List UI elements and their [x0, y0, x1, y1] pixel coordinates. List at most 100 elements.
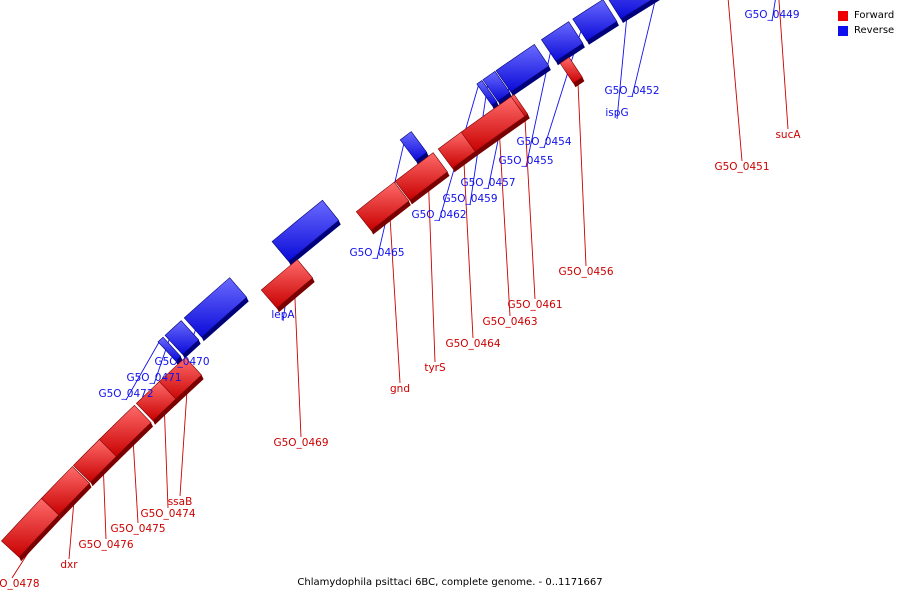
legend-reverse-label: Reverse: [854, 25, 895, 36]
reverse-gene-block-8[interactable]: [399, 131, 429, 165]
gene-face: [559, 56, 583, 84]
reverse-gene-block-11[interactable]: [164, 320, 201, 359]
forward-gene-label-8[interactable]: G5O_0469: [273, 437, 328, 449]
forward-gene-block-5[interactable]: [437, 131, 478, 173]
gene-depth-face: [586, 21, 619, 45]
forward-gene-label-13[interactable]: dxr: [60, 559, 78, 571]
reverse-gene-label-4[interactable]: G5O_0455: [498, 155, 553, 167]
forward-gene-label-1[interactable]: G5O_0451: [714, 161, 769, 173]
forward-gene-label-10[interactable]: G5O_0474: [140, 508, 195, 520]
reverse-gene-block-3[interactable]: [572, 0, 619, 45]
gene-face: [135, 381, 177, 422]
reverse-gene-label-6[interactable]: G5O_0459: [442, 193, 497, 205]
leader-line: [727, 0, 743, 162]
gene-face: [572, 0, 618, 42]
reverse-gene-label-5[interactable]: G5O_0457: [460, 177, 515, 189]
gene-face: [541, 21, 584, 62]
reverse-gene-label-7[interactable]: G5O_0462: [411, 209, 466, 221]
forward-gene-block-2[interactable]: [559, 56, 585, 88]
leader-line: [543, 9, 589, 149]
gene-depth-face: [172, 375, 204, 406]
gene-depth-face: [409, 171, 450, 205]
forward-gene-label-14[interactable]: G5O_0478: [0, 578, 40, 590]
leader-line: [389, 215, 401, 384]
forward-gene-block-12[interactable]: [72, 438, 119, 487]
forward-gene-block-7[interactable]: [355, 181, 411, 235]
gene-labels: G5O_0449 G5O_0452 ispG G5O_0454 G5O_0455 G5O_…: [0, 9, 801, 590]
gene-depth-face: [182, 339, 201, 359]
leader-line: [778, 0, 789, 130]
leader-line: [294, 293, 302, 438]
gene-face: [1, 497, 60, 558]
gene-face: [394, 152, 448, 201]
reverse-gene-block-10[interactable]: [183, 277, 249, 342]
gene-face: [271, 199, 340, 262]
gene-depth-face: [452, 151, 478, 173]
reverse-gene-label-11[interactable]: G5O_0471: [126, 372, 181, 384]
gene-face: [482, 70, 511, 102]
gene-depth-face: [276, 278, 315, 313]
gene-face: [157, 336, 182, 362]
forward-gene-block-8[interactable]: [260, 259, 315, 313]
leader-line: [163, 409, 169, 509]
gene-face: [183, 277, 248, 338]
leader-line: [102, 469, 107, 540]
reverse-gene-block-6[interactable]: [482, 70, 512, 106]
forward-gene-label-11[interactable]: G5O_0475: [110, 523, 165, 535]
reverse-gene-label-10[interactable]: G5O_0470: [154, 356, 209, 368]
gene-depth-face: [115, 422, 154, 462]
reverse-gene-block-9[interactable]: [271, 199, 341, 266]
gene-depth-face: [201, 297, 249, 342]
forward-gene-label-6[interactable]: tyrS: [424, 362, 446, 374]
forward-gene-block-14[interactable]: [1, 497, 61, 562]
reverse-gene-label-12[interactable]: G5O_0472: [98, 388, 153, 400]
gene-depth-face: [58, 483, 92, 519]
reverse-gene-block-5[interactable]: [495, 43, 551, 96]
reverse-gene-block-4[interactable]: [541, 21, 585, 66]
reverse-gene-block-12[interactable]: [157, 336, 183, 365]
forward-gene-label-4[interactable]: G5O_0463: [482, 316, 537, 328]
gene-face: [97, 404, 152, 458]
forward-gene-label-2[interactable]: G5O_0456: [558, 266, 613, 278]
gene-depth-face: [510, 65, 551, 96]
forward-gene-label-3[interactable]: G5O_0461: [507, 299, 562, 311]
forward-gene-label-7[interactable]: gnd: [390, 383, 410, 395]
reverse-gene-label-9[interactable]: lepA: [271, 309, 295, 321]
reverse-gene-label-8[interactable]: G5O_0465: [349, 247, 404, 259]
reverse-gene-block-2[interactable]: [607, 0, 669, 23]
forward-gene-label-9[interactable]: ssaB: [168, 496, 193, 508]
reverse-gene-label-1[interactable]: G5O_0452: [604, 85, 659, 97]
reverse-gene-label-3[interactable]: G5O_0454: [516, 136, 571, 148]
leader-line: [525, 30, 556, 168]
forward-gene-label-12[interactable]: G5O_0476: [78, 539, 133, 551]
gene-depth-face: [474, 116, 527, 157]
gene-depth-face: [620, 0, 660, 23]
forward-gene-block-11[interactable]: [97, 404, 154, 462]
forward-swatch: [838, 10, 848, 21]
reverse-gene-label-2[interactable]: ispG: [605, 107, 628, 119]
gene-depth-face: [555, 43, 585, 66]
gene-face: [164, 320, 200, 355]
gene-depth-face: [90, 456, 119, 487]
leader-line: [631, 0, 656, 98]
forward-gene-block-10[interactable]: [135, 381, 178, 425]
gene-face: [41, 466, 90, 516]
gene-depth-face: [152, 399, 178, 425]
leader-line: [463, 159, 474, 339]
gene-depth-face: [573, 77, 585, 88]
forward-gene-block-13[interactable]: [41, 466, 92, 519]
gene-face: [459, 96, 526, 153]
gene-face: [476, 80, 498, 106]
reverse-gene-block-7[interactable]: [476, 80, 499, 110]
forward-gene-block-6[interactable]: [394, 152, 450, 205]
forward-gene-label-0[interactable]: sucA: [775, 129, 801, 141]
gene-features: [1, 0, 669, 562]
reverse-gene-label-0[interactable]: G5O_0449: [744, 9, 799, 21]
leader-line: [179, 388, 188, 497]
forward-gene-block-4[interactable]: [459, 96, 527, 157]
gene-face: [399, 131, 428, 162]
label-leader-lines: [11, 0, 789, 579]
forward-gene-label-5[interactable]: G5O_0464: [445, 338, 500, 350]
